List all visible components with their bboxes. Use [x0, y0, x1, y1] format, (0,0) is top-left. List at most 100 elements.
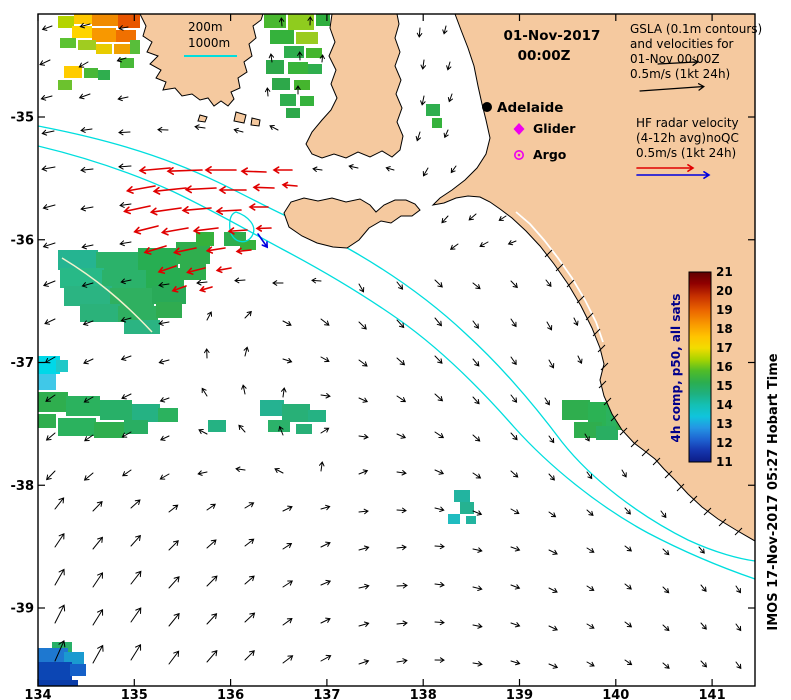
gsla-velocity-arrow	[42, 242, 56, 249]
gsla-velocity-arrow	[206, 311, 213, 321]
coast-hatch-tick	[576, 295, 585, 304]
gsla-velocity-arrow	[624, 507, 631, 515]
sst-patch	[72, 26, 92, 38]
gsla-velocity-arrow	[118, 25, 129, 31]
gsla-velocity-arrow	[78, 61, 89, 68]
sst-patch	[118, 306, 158, 322]
gsla-velocity-arrow	[700, 660, 708, 668]
gsla-velocity-arrow	[358, 583, 370, 590]
gsla-velocity-arrow	[120, 316, 132, 323]
adelaide-label: Adelaide	[497, 100, 563, 116]
gsla-velocity-arrow	[420, 59, 427, 70]
gsla-velocity-arrow	[498, 215, 507, 221]
gsla-legend-line3: 01-Nov 00:00Z	[630, 52, 720, 66]
colorbar-tick-label: 20	[716, 284, 733, 298]
gsla-velocity-arrow	[320, 654, 332, 662]
sst-patch	[84, 68, 98, 78]
hf-radar-arrow	[138, 166, 171, 175]
gsla-velocity-arrow	[584, 433, 590, 442]
gsla-velocity-arrow	[510, 318, 517, 328]
coast-hatch-tick	[600, 362, 609, 371]
gsla-velocity-arrow	[700, 622, 707, 630]
hf-radar-arrow	[199, 286, 213, 293]
gsla-velocity-arrow	[79, 22, 91, 29]
gsla-velocity-arrow	[510, 394, 518, 403]
gsla-velocity-arrow	[548, 663, 559, 669]
coast-hatch-tick	[566, 279, 575, 288]
sst-patch	[294, 80, 310, 90]
gsla-velocity-arrow	[92, 644, 104, 664]
gsla-legend-arrow	[657, 58, 700, 66]
gsla-velocity-arrow	[311, 277, 322, 284]
gsla-velocity-arrow	[434, 506, 445, 513]
gsla-velocity-arrow	[621, 469, 627, 478]
bathymetry-contour	[38, 125, 755, 562]
glider-marker-icon	[513, 123, 525, 135]
gsla-velocity-arrow	[434, 581, 445, 588]
land-polygon	[305, 14, 404, 159]
sst-patch	[58, 250, 98, 270]
adelaide-marker-icon	[482, 102, 492, 112]
gsla-velocity-arrow	[244, 575, 255, 585]
gsla-velocity-arrow	[472, 358, 480, 367]
gsla-velocity-arrow	[244, 502, 255, 509]
gsla-velocity-arrow	[510, 659, 521, 666]
gsla-velocity-arrow	[586, 623, 595, 629]
gsla-velocity-arrow	[660, 510, 667, 519]
gsla-velocity-arrow	[244, 538, 255, 547]
sst-patch	[270, 30, 294, 44]
gsla-velocity-arrow	[358, 283, 365, 293]
lat-tick-label: -36	[11, 233, 35, 248]
hf-radar-arrow	[186, 267, 206, 275]
gsla-velocity-arrow	[320, 541, 331, 548]
gsla-velocity-arrow	[120, 355, 132, 361]
sst-patch	[156, 302, 182, 318]
gsla-velocity-arrow	[278, 425, 284, 436]
sst-patch	[78, 40, 96, 50]
sst-patch	[38, 356, 60, 374]
sst-patch	[296, 424, 312, 434]
gsla-velocity-arrow	[118, 163, 132, 170]
land-layer	[139, 14, 755, 542]
gsla-velocity-arrow	[442, 25, 448, 35]
gsla-velocity-arrow	[83, 358, 94, 365]
gsla-velocity-arrow	[54, 604, 66, 624]
gsla-velocity-arrow	[319, 54, 325, 63]
gsla-velocity-arrow	[544, 397, 550, 406]
gsla-velocity-arrow	[396, 319, 405, 329]
colorbar-tick-label: 12	[716, 436, 733, 450]
bathymetry-layer	[38, 125, 755, 580]
sst-patch	[466, 516, 476, 524]
hf-radar-arrow	[133, 225, 159, 235]
gsla-velocity-arrow	[472, 547, 483, 553]
gsla-velocity-arrow	[78, 93, 91, 100]
gsla-velocity-arrow	[510, 280, 518, 289]
bathy-1000m-label: 1000m	[188, 36, 230, 50]
gsla-velocity-arrow	[443, 129, 449, 139]
gsla-velocity-arrow	[396, 357, 406, 366]
sst-patch	[448, 514, 460, 524]
gsla-velocity-arrow	[158, 358, 170, 365]
sst-patch	[176, 242, 210, 264]
hf-radar-arrow	[152, 186, 187, 195]
gsla-velocity-arrow	[121, 393, 132, 400]
gsla-velocity-arrow	[54, 532, 65, 548]
gsla-velocity-arrow	[120, 278, 132, 285]
coast-hatch-tick	[676, 483, 685, 492]
gsla-velocity-arrow	[396, 582, 408, 589]
sst-patch	[286, 108, 300, 118]
gsla-velocity-arrow	[320, 617, 331, 624]
land-polygon	[431, 14, 755, 542]
coast-hatch-tick	[734, 527, 743, 536]
gsla-velocity-arrow	[396, 658, 408, 664]
gsla-velocity-arrow	[624, 545, 633, 552]
gsla-velocity-arrow	[119, 202, 132, 208]
gsla-velocity-arrow	[545, 279, 552, 288]
hf-radar-arrow-blue	[257, 233, 269, 249]
sst-patch	[58, 80, 72, 90]
sst-patch	[80, 304, 120, 322]
sst-layer	[38, 14, 626, 686]
sst-patch	[116, 30, 136, 42]
gsla-velocity-arrow	[45, 432, 56, 441]
colorbar: 21 20 19 18 17 16 15 14 13 12 11	[688, 265, 733, 469]
